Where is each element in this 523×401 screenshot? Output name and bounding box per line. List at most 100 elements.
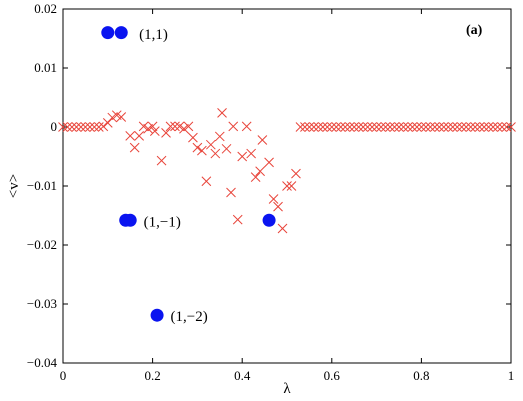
x-marker	[371, 122, 382, 132]
x-marker	[358, 122, 369, 132]
x-marker-stroke	[232, 214, 243, 225]
x-marker	[255, 166, 265, 177]
x-marker	[264, 157, 274, 168]
x-marker-stroke	[217, 107, 227, 118]
x-marker	[479, 122, 489, 132]
x-marker-stroke	[309, 122, 319, 132]
x-marker-stroke	[188, 132, 198, 143]
x-marker	[80, 122, 91, 132]
x-marker-stroke	[394, 122, 404, 132]
x-marker	[161, 128, 171, 138]
x-marker	[156, 155, 167, 166]
x-marker-stroke	[300, 122, 310, 132]
x-marker-stroke	[149, 126, 160, 136]
x-marker-stroke	[250, 172, 261, 183]
x-marker	[257, 135, 268, 145]
x-marker-stroke	[389, 122, 400, 132]
x-marker	[295, 122, 306, 132]
x-marker-stroke	[93, 122, 104, 132]
x-marker	[421, 122, 431, 132]
x-marker-stroke	[416, 122, 427, 132]
x-marker-stroke	[264, 157, 274, 168]
x-marker-stroke	[116, 112, 127, 122]
x-marker-stroke	[237, 151, 248, 162]
x-marker	[425, 122, 436, 132]
x-marker-stroke	[322, 122, 333, 132]
point-annotation: (1,−1)	[144, 214, 181, 230]
x-marker-stroke	[497, 122, 507, 132]
x-marker	[483, 122, 494, 132]
x-marker	[465, 122, 476, 132]
x-marker	[488, 122, 498, 132]
x-marker	[367, 122, 377, 132]
x-marker	[192, 142, 203, 153]
x-marker	[309, 122, 319, 132]
x-marker	[326, 122, 337, 132]
x-marker-stroke	[67, 122, 77, 132]
y-tick-label: 0.01	[34, 60, 57, 75]
x-marker	[434, 122, 445, 132]
x-marker-stroke	[226, 187, 236, 198]
x-marker-stroke	[143, 123, 153, 134]
x-marker-stroke	[138, 121, 149, 132]
x-marker	[76, 122, 86, 132]
x-marker	[237, 151, 248, 162]
x-marker-stroke	[134, 130, 145, 141]
x-marker-stroke	[326, 122, 337, 132]
x-marker-stroke	[210, 148, 221, 159]
x-marker-stroke	[385, 122, 395, 132]
circle-marker	[114, 26, 128, 40]
x-tick-label: 0.6	[324, 368, 341, 383]
x-tick-label: 0.8	[413, 368, 429, 383]
x-marker	[389, 122, 400, 132]
x-marker	[174, 121, 185, 132]
x-marker	[461, 122, 472, 132]
x-marker-stroke	[192, 142, 203, 153]
x-marker-stroke	[183, 121, 194, 132]
x-marker	[183, 121, 194, 132]
x-marker	[286, 181, 297, 191]
x-marker-stroke	[107, 112, 118, 123]
x-tick-label: 1	[508, 368, 515, 383]
x-marker	[353, 122, 364, 132]
x-marker-stroke	[380, 122, 391, 132]
y-axis-label: <v>	[6, 174, 22, 198]
x-marker	[447, 122, 458, 132]
x-marker-stroke	[295, 122, 306, 132]
x-marker	[398, 122, 409, 132]
x-marker	[250, 172, 261, 183]
x-marker	[501, 122, 512, 132]
axis-ticks	[62, 8, 512, 364]
x-marker	[456, 122, 467, 132]
circle-marker	[123, 213, 137, 227]
x-tick-label: 0.2	[144, 368, 160, 383]
x-marker-stroke	[421, 122, 431, 132]
x-marker-stroke	[286, 181, 297, 191]
x-marker-stroke	[246, 148, 257, 159]
x-marker-stroke	[340, 122, 351, 132]
x-marker	[349, 122, 360, 132]
y-tick-label: 0.02	[34, 1, 57, 16]
x-marker	[62, 122, 73, 132]
x-marker-stroke	[349, 122, 360, 132]
x-marker	[201, 176, 212, 187]
series-circle-markers	[101, 26, 276, 322]
y-tick-label: −0.02	[27, 237, 57, 252]
x-marker-stroke	[501, 122, 512, 132]
circle-marker	[101, 26, 115, 40]
x-marker-stroke	[376, 122, 386, 132]
x-marker	[291, 168, 301, 179]
x-marker-stroke	[367, 122, 377, 132]
x-marker-stroke	[89, 122, 100, 132]
x-marker	[412, 122, 422, 132]
x-marker-stroke	[304, 122, 315, 132]
x-marker-stroke	[98, 121, 109, 132]
x-marker-stroke	[353, 122, 364, 132]
y-tick-label: −0.03	[27, 296, 57, 311]
x-marker	[443, 122, 454, 132]
x-marker	[228, 121, 239, 132]
x-marker	[416, 122, 427, 132]
x-marker	[89, 122, 100, 132]
x-marker-stroke	[403, 122, 413, 132]
x-marker-stroke	[506, 122, 516, 132]
